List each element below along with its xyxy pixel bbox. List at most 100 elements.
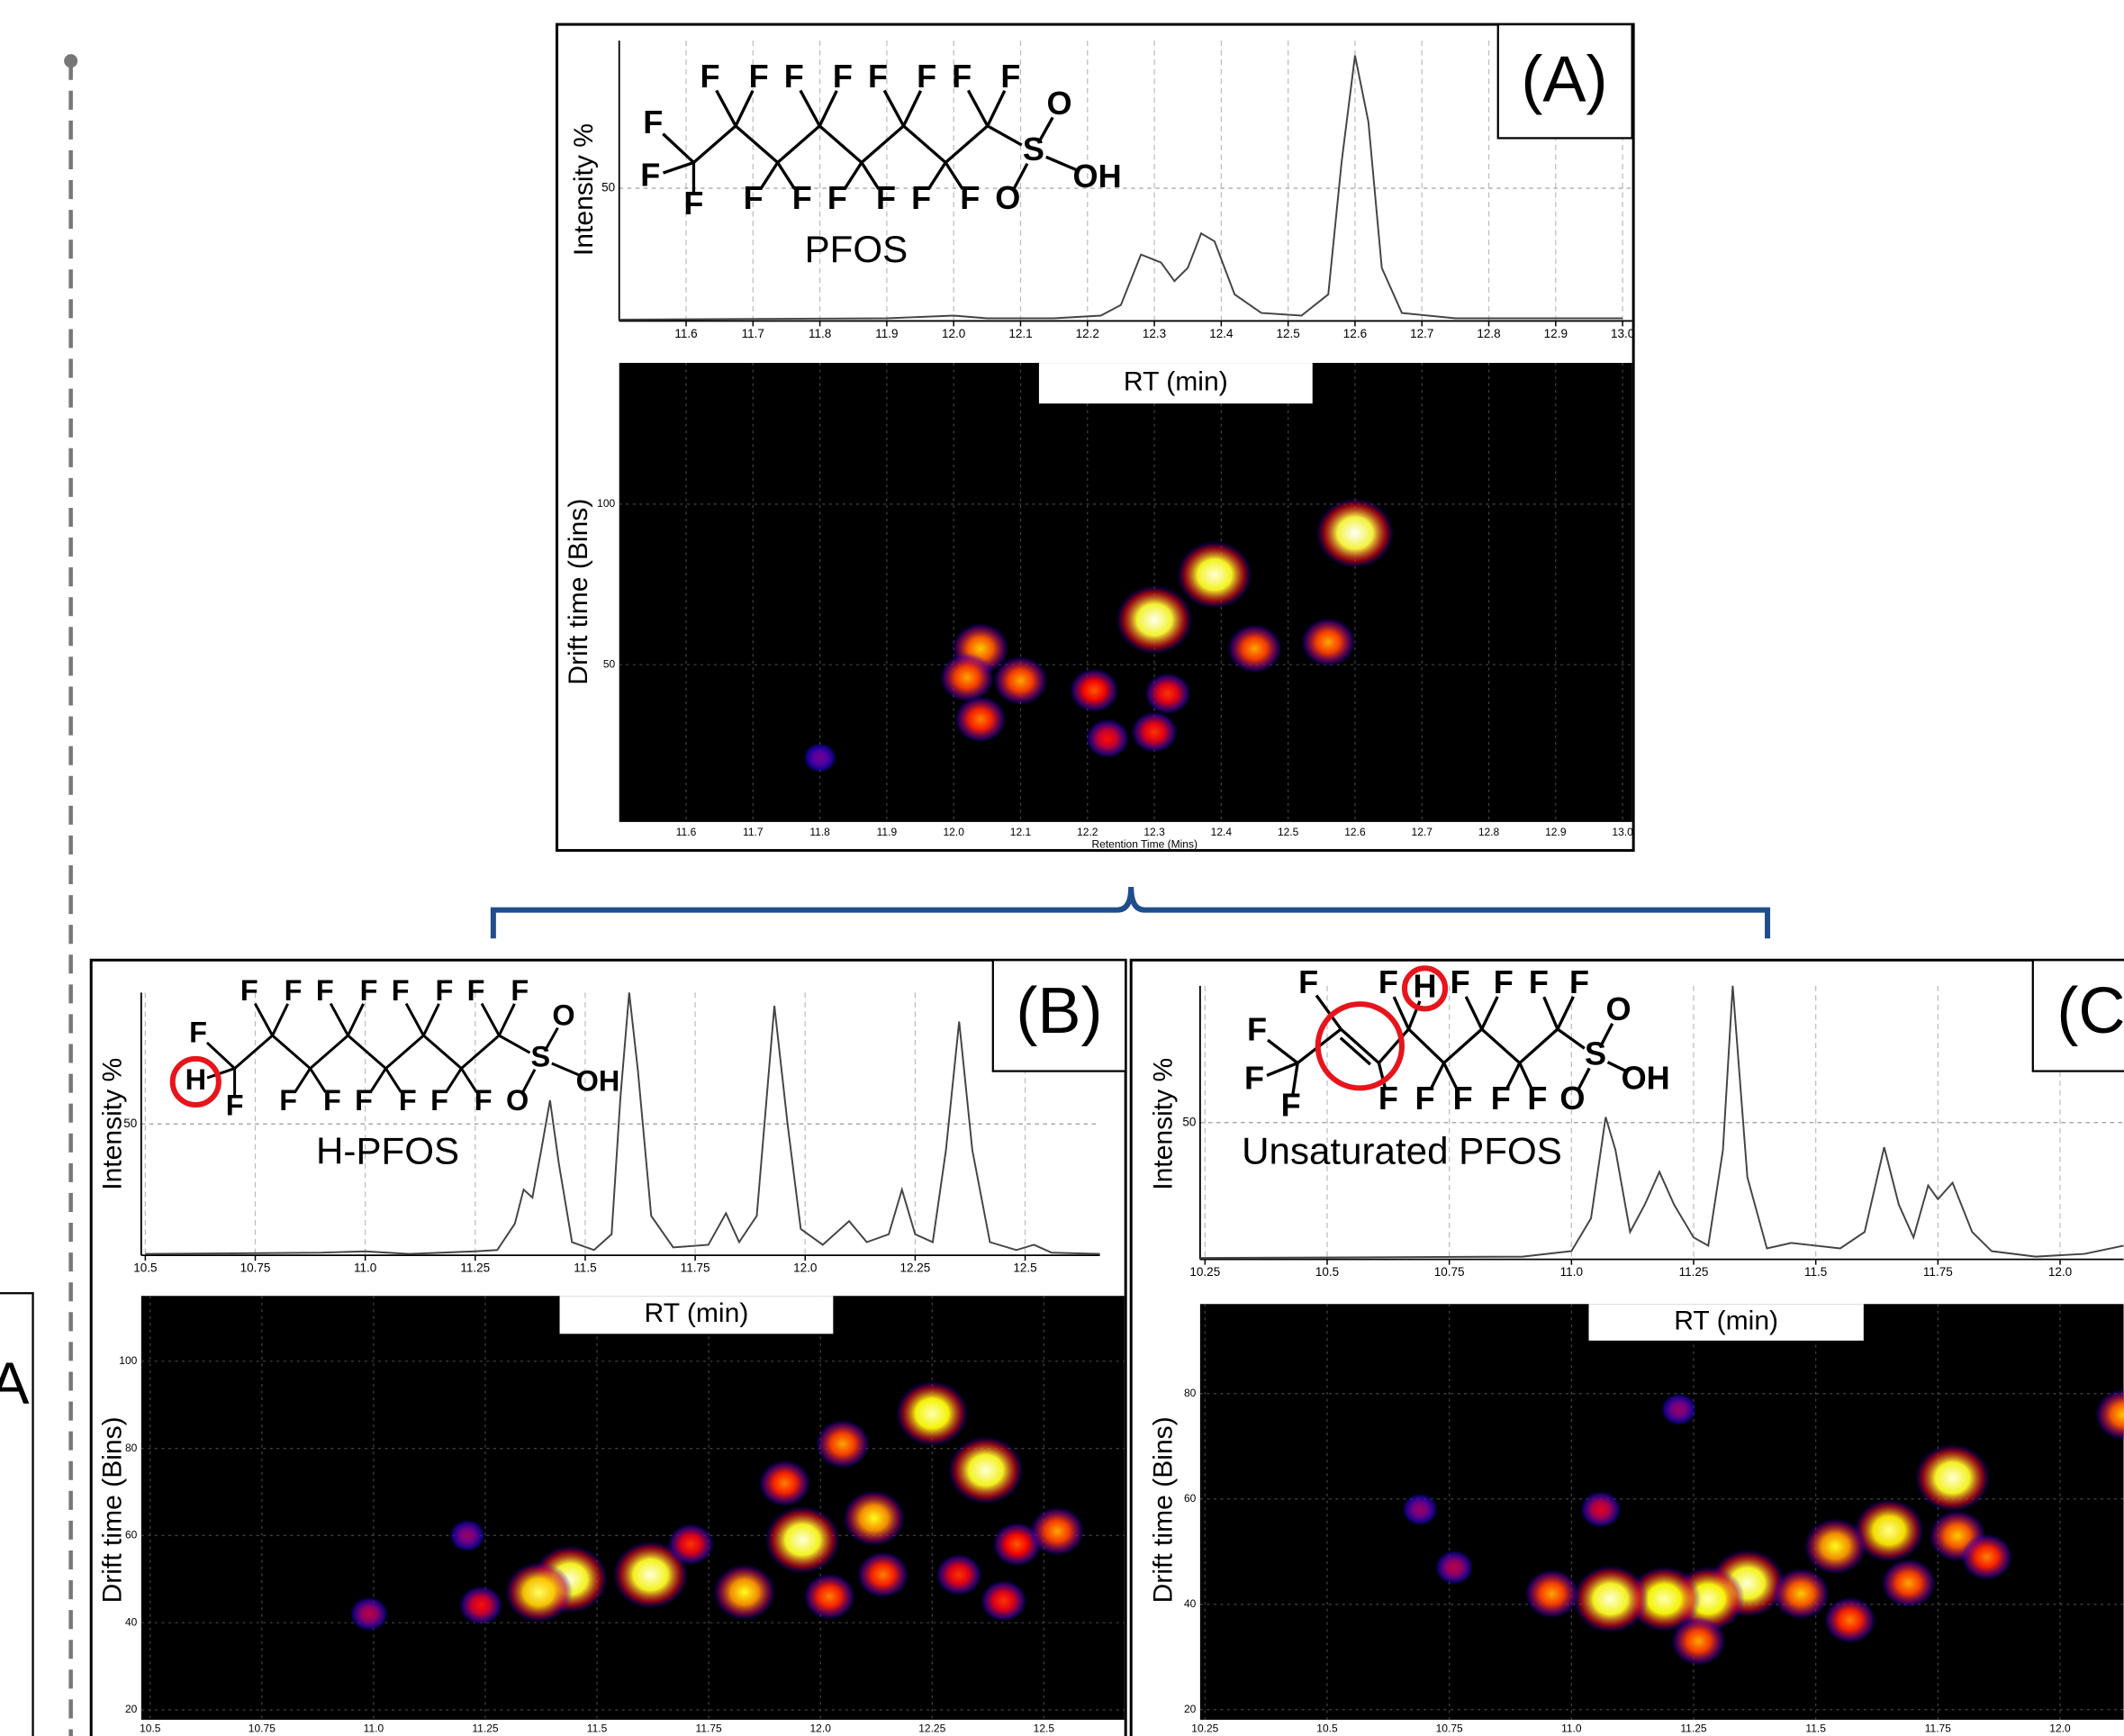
heatmap-blob xyxy=(1524,1569,1579,1619)
atom-label: F xyxy=(430,1084,448,1117)
bond xyxy=(1429,1062,1446,1090)
x-tick-label: 12.4 xyxy=(1209,327,1234,340)
bond xyxy=(1505,1062,1522,1090)
highlight-circle xyxy=(1401,965,1449,1012)
x-tick-label: 11.9 xyxy=(877,826,898,838)
bond xyxy=(1542,996,1559,1030)
atom-label: H xyxy=(185,1063,206,1096)
atom-label: O xyxy=(552,999,574,1031)
x-tick-label: 11.6 xyxy=(676,826,697,838)
bond xyxy=(944,161,964,190)
side-box xyxy=(0,1292,34,1736)
x-tick-label: 11.5 xyxy=(574,1261,596,1275)
bond xyxy=(818,124,863,164)
bond xyxy=(205,1041,236,1070)
y-axis-label: Drift time (Bins) xyxy=(564,499,593,685)
chromatogram-line xyxy=(1199,985,2124,1260)
x-axis-label: RT (min) xyxy=(645,1298,749,1328)
bond xyxy=(1340,1027,1380,1064)
atom-label: F xyxy=(683,185,703,222)
bond xyxy=(460,1067,478,1093)
atom-label: F xyxy=(323,1084,341,1117)
compound-name: Unsaturated PFOS xyxy=(1242,1129,1562,1171)
atom-label: F xyxy=(700,58,719,95)
heatmap-blob xyxy=(612,1541,689,1609)
heatmap-blob xyxy=(857,1551,909,1598)
bond xyxy=(1606,1061,1630,1074)
atom-label: F xyxy=(917,58,936,95)
atom-label: F xyxy=(475,1084,493,1117)
x-tick-label: 12.5 xyxy=(1278,826,1299,838)
atom-label: O xyxy=(1046,85,1071,122)
bond xyxy=(986,90,1007,127)
bond xyxy=(445,1067,463,1093)
x-tick-label: 10.75 xyxy=(249,1722,276,1735)
heatmap-blob xyxy=(939,653,995,702)
compound-name: H-PFOS xyxy=(316,1129,459,1171)
x-tick-label: 10.5 xyxy=(133,1261,157,1275)
atom-label: F xyxy=(1244,1060,1264,1097)
bond xyxy=(347,1034,387,1070)
heatmap-blob xyxy=(935,1553,982,1596)
bond xyxy=(1339,1036,1372,1066)
bond xyxy=(551,1062,583,1078)
bond xyxy=(902,90,923,127)
atom-label: F xyxy=(1415,1080,1435,1117)
x-tick-label: 11.0 xyxy=(1561,1722,1582,1735)
x-tick-label: 12.9 xyxy=(1545,826,1567,838)
bond xyxy=(986,124,1023,147)
atom-label: F xyxy=(640,157,660,194)
panel-label-box xyxy=(1496,23,1633,140)
x-tick-label: 12.8 xyxy=(1477,327,1500,340)
x-tick-label: 11.5 xyxy=(1804,1265,1827,1279)
bond xyxy=(460,1034,501,1070)
heatmap-blob xyxy=(843,1489,906,1547)
bond xyxy=(521,1069,537,1093)
y-axis-label: Intensity % xyxy=(569,123,599,256)
atom-label: F xyxy=(833,58,853,95)
x-tick-label: 11.25 xyxy=(460,1261,490,1275)
atom-label: F xyxy=(952,58,972,95)
heatmap-blob xyxy=(1176,540,1253,610)
bond xyxy=(1378,1027,1410,1064)
panel-frame xyxy=(556,23,1635,852)
heatmap-blob xyxy=(993,656,1048,706)
x-tick-label: 11.25 xyxy=(1679,1265,1709,1279)
x-tick-label: 10.25 xyxy=(1191,1722,1218,1735)
highlight-circle xyxy=(169,1055,221,1108)
x-tick-label: 12.5 xyxy=(1013,1261,1036,1275)
atom-label: F xyxy=(827,179,847,216)
heatmap-background xyxy=(1199,1304,2124,1720)
atom-label: F xyxy=(355,1084,373,1117)
y-tick-label: 50 xyxy=(603,657,616,670)
heatmap-blob xyxy=(815,1419,871,1469)
heatmap-blob xyxy=(1315,497,1395,569)
bond xyxy=(545,1026,559,1049)
heatmap-blob xyxy=(1116,584,1194,655)
atom-label: O xyxy=(1559,1080,1585,1117)
heatmap-blob xyxy=(1961,1533,2013,1580)
bond xyxy=(734,90,755,127)
atom-label: F xyxy=(792,179,812,216)
heatmap-blob xyxy=(895,1380,969,1447)
atom-label: F xyxy=(511,974,529,1007)
atom-label: F xyxy=(643,104,663,140)
bond xyxy=(882,89,905,127)
x-label-box xyxy=(559,1296,834,1334)
atom-label: F xyxy=(435,974,453,1007)
bond xyxy=(404,1002,425,1036)
atom-label: F xyxy=(960,179,980,216)
bond xyxy=(1392,996,1411,1030)
bond xyxy=(799,89,821,127)
bond xyxy=(1045,155,1080,173)
atom-label: OH xyxy=(576,1064,620,1097)
heatmap-blob xyxy=(1085,719,1130,758)
atom-label: F xyxy=(1527,1080,1547,1117)
y-axis-label: Intensity % xyxy=(1149,1058,1179,1190)
heatmap-blob xyxy=(1402,1493,1438,1526)
x-tick-label: 12.3 xyxy=(1143,826,1165,838)
atom-label: S xyxy=(1585,1035,1606,1072)
atom-label: F xyxy=(1494,963,1514,1000)
heatmap-blob xyxy=(2094,1388,2124,1441)
x-tick-label: 11.8 xyxy=(809,327,831,340)
